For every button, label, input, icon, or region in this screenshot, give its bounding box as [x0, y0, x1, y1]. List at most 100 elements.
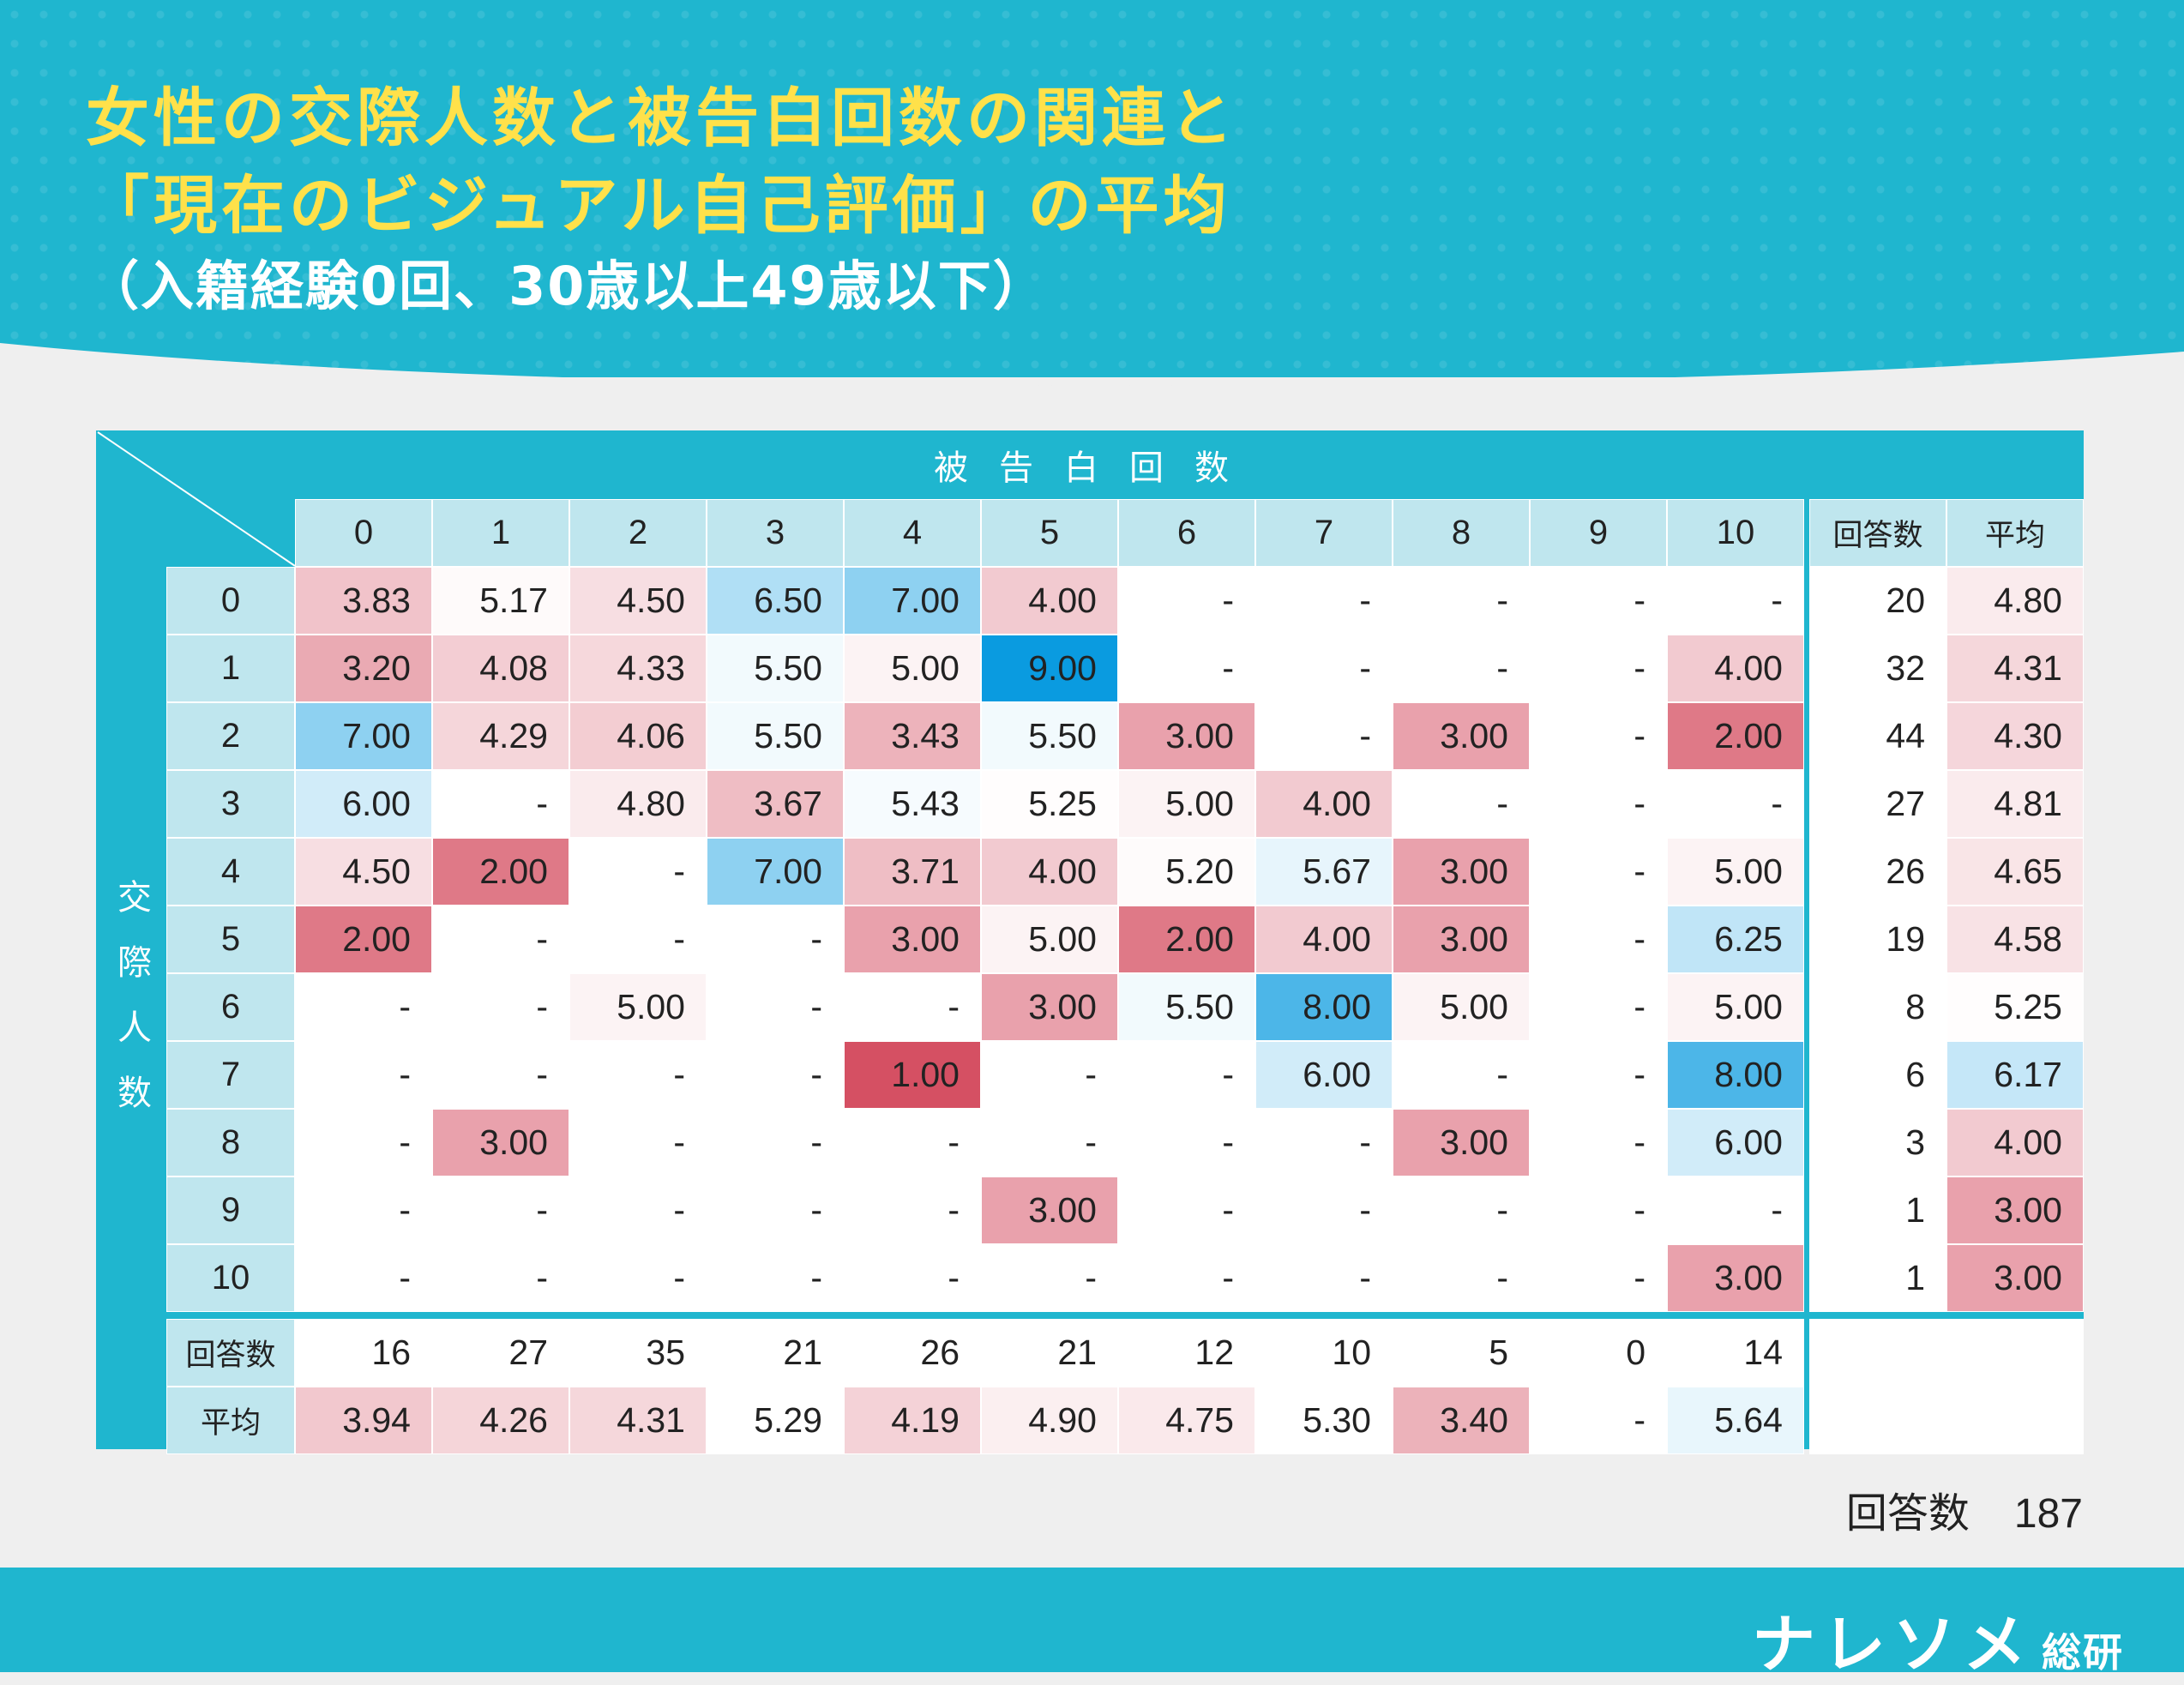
row-header: 1	[166, 635, 295, 702]
heatmap-cell: 5.67	[1255, 838, 1393, 906]
total-responses-value: 187	[2013, 1491, 2083, 1537]
heatmap-cell: -	[1393, 770, 1530, 838]
heatmap-cell: -	[569, 906, 707, 973]
heatmap-cell: -	[981, 1041, 1118, 1109]
heatmap-cell: -	[569, 1244, 707, 1312]
heatmap-cell: 4.50	[295, 838, 432, 906]
row-count-cell: 32	[1809, 635, 1946, 702]
col-count-cell: 21	[707, 1319, 844, 1387]
heatmap-cell: 7.00	[295, 702, 432, 770]
heatmap-cell: 3.00	[1393, 906, 1530, 973]
col-avg-cell: 4.31	[569, 1387, 707, 1454]
heatmap-cell: 4.00	[981, 838, 1118, 906]
heatmap-cell: 3.00	[844, 906, 981, 973]
row-avg-cell: 4.65	[1946, 838, 2084, 906]
heatmap-cell: -	[1393, 635, 1530, 702]
heatmap-cell: -	[1667, 567, 1804, 635]
row-avg-cell: 4.81	[1946, 770, 2084, 838]
row-header: 10	[166, 1244, 295, 1312]
col-avg-cell: -	[1530, 1387, 1667, 1454]
heatmap-cell: 6.50	[707, 567, 844, 635]
col-header: 10	[1667, 499, 1804, 567]
summary-count-label: 回答数	[166, 1319, 295, 1387]
row-avg-cell: 4.31	[1946, 635, 2084, 702]
heatmap-cell: -	[432, 770, 569, 838]
heatmap-cell: -	[1255, 702, 1393, 770]
heatmap-cell: 4.00	[1255, 770, 1393, 838]
heatmap-cell: -	[1530, 567, 1667, 635]
col-avg-cell: 5.30	[1255, 1387, 1393, 1454]
column-axis-title: 被告白回数	[934, 448, 1260, 488]
col-avg-cell: 4.90	[981, 1387, 1118, 1454]
heatmap-cell: 8.00	[1667, 1041, 1804, 1109]
col-count-cell: 27	[432, 1319, 569, 1387]
heatmap-cell: -	[1118, 1244, 1255, 1312]
heatmap-cell: -	[1530, 770, 1667, 838]
page-title-line-1: 女性の交際人数と被告白回数の関連と	[86, 81, 1237, 155]
col-header: 7	[1255, 499, 1393, 567]
header-wave-divider	[0, 343, 2184, 386]
heatmap-cell: -	[295, 1244, 432, 1312]
heatmap-cell: 8.00	[1255, 973, 1393, 1041]
heatmap-cell: 5.17	[432, 567, 569, 635]
heatmap-cell: 3.00	[981, 973, 1118, 1041]
heatmap-cell: -	[1530, 906, 1667, 973]
heatmap-cell: -	[1118, 635, 1255, 702]
heatmap-cell: 5.00	[1118, 770, 1255, 838]
col-header: 4	[844, 499, 981, 567]
col-header: 9	[1530, 499, 1667, 567]
col-avg-cell: 3.40	[1393, 1387, 1530, 1454]
heatmap-cell: 3.00	[1118, 702, 1255, 770]
avg-col-header: 平均	[1946, 499, 2084, 567]
col-header: 3	[707, 499, 844, 567]
heatmap-cell: 4.00	[981, 567, 1118, 635]
heatmap-cell: -	[1118, 567, 1255, 635]
heatmap-cell: 5.25	[981, 770, 1118, 838]
heatmap-cell: 4.00	[1255, 906, 1393, 973]
col-avg-cell: 3.94	[295, 1387, 432, 1454]
row-count-cell: 26	[1809, 838, 1946, 906]
col-count-cell: 16	[295, 1319, 432, 1387]
heatmap-cell: -	[844, 1176, 981, 1244]
heatmap-cell: 5.00	[981, 906, 1118, 973]
row-count-cell: 1	[1809, 1176, 1946, 1244]
footer-band	[0, 1568, 2184, 1672]
row-header: 0	[166, 567, 295, 635]
heatmap-cell: 3.43	[844, 702, 981, 770]
heatmap-cell: -	[569, 1109, 707, 1176]
heatmap-cell: -	[1530, 1244, 1667, 1312]
heatmap-cell: 4.29	[432, 702, 569, 770]
heatmap-cell: -	[569, 1041, 707, 1109]
col-header: 5	[981, 499, 1118, 567]
heatmap-cell: 3.00	[981, 1176, 1118, 1244]
row-count-cell: 3	[1809, 1109, 1946, 1176]
brand-name: ナレソメ	[1752, 1608, 2033, 1682]
header-band: 女性の交際人数と被告白回数の関連と 「現在のビジュアル自己評価」の平均 （入籍経…	[0, 0, 2184, 377]
count-col-header: 回答数	[1809, 499, 1946, 567]
heatmap-cell: 3.00	[1393, 1109, 1530, 1176]
heatmap-cell: 5.00	[1667, 973, 1804, 1041]
heatmap-cell: -	[295, 1176, 432, 1244]
heatmap-cell: 4.06	[569, 702, 707, 770]
heatmap-cell: -	[1118, 1176, 1255, 1244]
heatmap-cell: 3.00	[1667, 1244, 1804, 1312]
heatmap-cell: -	[295, 1109, 432, 1176]
heatmap-cell: 3.00	[1393, 838, 1530, 906]
heatmap-cell: 3.00	[1393, 702, 1530, 770]
heatmap-cell: -	[707, 973, 844, 1041]
heatmap-cell: 3.67	[707, 770, 844, 838]
row-count-cell: 20	[1809, 567, 1946, 635]
heatmap-cell: -	[1255, 1109, 1393, 1176]
total-responses-label: 回答数	[1845, 1491, 1970, 1537]
row-count-cell: 1	[1809, 1244, 1946, 1312]
row-count-cell: 27	[1809, 770, 1946, 838]
col-header: 6	[1118, 499, 1255, 567]
row-header: 8	[166, 1109, 295, 1176]
brand-suffix: 総研	[2042, 1629, 2124, 1676]
heatmap-cell: 5.00	[844, 635, 981, 702]
row-header: 3	[166, 770, 295, 838]
col-count-cell: 5	[1393, 1319, 1530, 1387]
row-count-cell: 6	[1809, 1041, 1946, 1109]
col-count-cell: 0	[1530, 1319, 1667, 1387]
heatmap-cell: 4.80	[569, 770, 707, 838]
